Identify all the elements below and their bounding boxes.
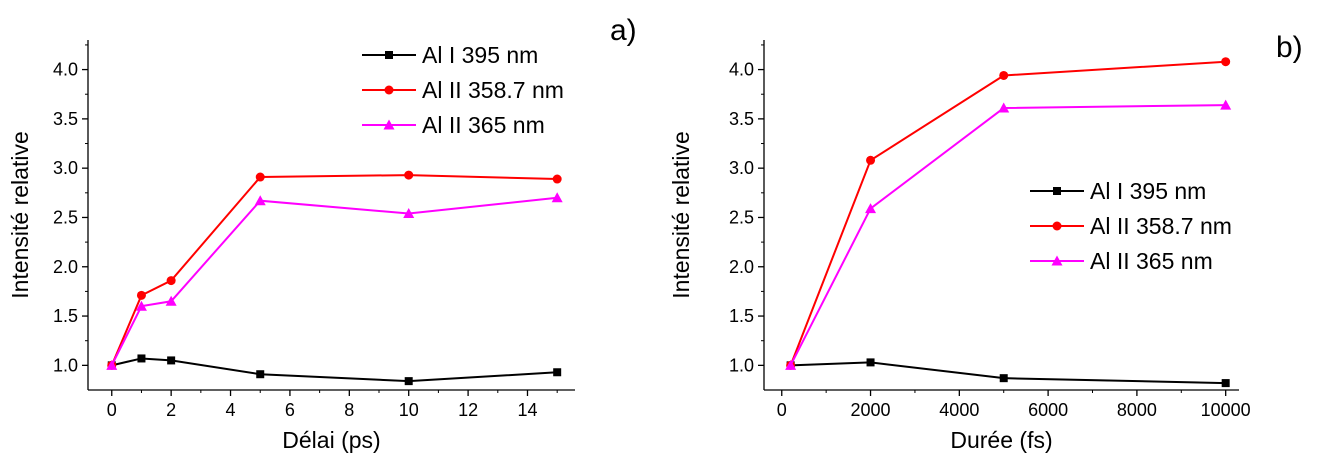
legend-label: Al II 358.7 nm (422, 77, 564, 103)
data-point (137, 354, 146, 363)
legend-marker (1053, 187, 1061, 195)
data-point (167, 356, 176, 365)
series-3 (785, 99, 1232, 370)
x-tick-label: 0 (107, 400, 117, 420)
x-tick-label: 4 (226, 400, 236, 420)
x-axis-title: Délai (ps) (282, 427, 380, 453)
data-point (998, 102, 1010, 113)
data-point (866, 155, 876, 165)
x-tick-label: 14 (517, 400, 537, 420)
chart-panel-b: 1.0 1.5 2.0 2.5 3.0 3.5 4.0 0 2000 4000 6000 8000 10… (661, 0, 1322, 460)
series-line (110, 196, 558, 366)
data-point (865, 203, 877, 214)
x-tick-label: 8 (344, 400, 354, 420)
y-tick-label: 4.0 (729, 60, 754, 80)
data-point (999, 70, 1009, 80)
series-1 (107, 354, 562, 386)
legend-item: Al II 358.7 nm (1030, 213, 1232, 239)
chart-a-svg: 1.0 1.5 2.0 2.5 3.0 3.5 4.0 0 2 4 6 8 10 12 14 Délai (p… (7, 14, 637, 453)
data-point (404, 170, 414, 180)
y-tick-label: 3.5 (53, 109, 78, 129)
x-tick-label: 0 (777, 400, 787, 420)
legend-marker (384, 85, 394, 95)
legend-label: Al II 358.7 nm (1090, 213, 1232, 239)
axes: 1.0 1.5 2.0 2.5 3.0 3.5 4.0 0 2000 4000 6000 8000 10… (729, 40, 1251, 420)
series-line (789, 60, 1226, 366)
y-tick-label: 3.0 (729, 158, 754, 178)
data-point (254, 195, 266, 206)
y-axis-title: Intensité relative (668, 131, 694, 298)
panel-label: a) (610, 14, 637, 47)
data-point (866, 358, 875, 367)
y-tick-label: 4.0 (53, 60, 78, 80)
legend-item: Al II 358.7 nm (362, 77, 564, 103)
data-point (551, 192, 563, 203)
data-point (135, 300, 147, 311)
y-axis-title: Intensité relative (7, 131, 33, 298)
legend-marker (383, 119, 395, 130)
data-point (166, 276, 176, 286)
data-point (136, 290, 146, 300)
series-line (110, 174, 558, 366)
x-tick-label: 12 (458, 400, 478, 420)
data-point (1221, 57, 1231, 67)
axes: 1.0 1.5 2.0 2.5 3.0 3.5 4.0 0 2 4 6 8 10 12 14 (53, 40, 575, 420)
x-tick-label: 2000 (851, 400, 891, 420)
x-tick-label: 2 (166, 400, 176, 420)
data-point (999, 374, 1008, 383)
panel-label: b) (1276, 31, 1303, 64)
legend-label: Al I 395 nm (422, 42, 538, 68)
legend-marker (1051, 255, 1063, 266)
series-line (790, 361, 1226, 385)
y-tick-label: 1.5 (53, 306, 78, 326)
series-line (111, 357, 558, 383)
legend-label: Al II 365 nm (1090, 248, 1213, 274)
legend-label: Al I 395 nm (1090, 178, 1206, 204)
series-2 (107, 170, 562, 370)
y-tick-label: 2.5 (53, 207, 78, 227)
legend: Al I 395 nm Al II 358.7 nm Al II 365 nm (1030, 178, 1232, 274)
legend-marker (1052, 221, 1062, 231)
y-tick-label: 3.0 (53, 158, 78, 178)
y-tick-label: 1.0 (729, 355, 754, 375)
y-tick-label: 2.0 (53, 257, 78, 277)
legend-item: Al I 395 nm (1030, 178, 1206, 204)
data-point (785, 359, 797, 370)
data-point (256, 370, 265, 379)
x-tick-label: 10 (399, 400, 419, 420)
y-tick-label: 1.0 (53, 355, 78, 375)
series-line (789, 104, 1226, 366)
chart-panel-a: 1.0 1.5 2.0 2.5 3.0 3.5 4.0 0 2 4 6 8 10 12 14 Délai (p… (7, 14, 637, 453)
legend: Al I 395 nm Al II 358.7 nm Al II 365 nm (362, 42, 564, 138)
x-tick-label: 4000 (939, 400, 979, 420)
x-tick-label: 10000 (1201, 400, 1251, 420)
data-point (165, 295, 177, 306)
data-point (552, 174, 562, 184)
series-3 (106, 192, 563, 370)
y-tick-label: 2.5 (729, 207, 754, 227)
data-point (404, 377, 413, 386)
data-point (255, 172, 265, 182)
legend-label: Al II 365 nm (422, 112, 545, 138)
x-tick-label: 6000 (1028, 400, 1068, 420)
legend-marker (385, 51, 393, 59)
data-point (1220, 99, 1232, 110)
data-point (1221, 379, 1230, 388)
legend-item: Al II 365 nm (362, 112, 545, 138)
chart-b-svg: 1.0 1.5 2.0 2.5 3.0 3.5 4.0 0 2000 4000 6000 8000 10… (668, 31, 1303, 453)
legend-item: Al I 395 nm (362, 42, 538, 68)
series-1 (786, 358, 1230, 388)
x-axis-title: Durée (fs) (950, 427, 1052, 453)
data-point (403, 208, 415, 219)
x-tick-label: 6 (285, 400, 295, 420)
data-point (553, 368, 562, 377)
y-tick-label: 1.5 (729, 306, 754, 326)
legend-item: Al II 365 nm (1030, 248, 1213, 274)
y-tick-label: 2.0 (729, 257, 754, 277)
x-tick-label: 8000 (1117, 400, 1157, 420)
data-point (106, 359, 118, 370)
y-tick-label: 3.5 (729, 109, 754, 129)
